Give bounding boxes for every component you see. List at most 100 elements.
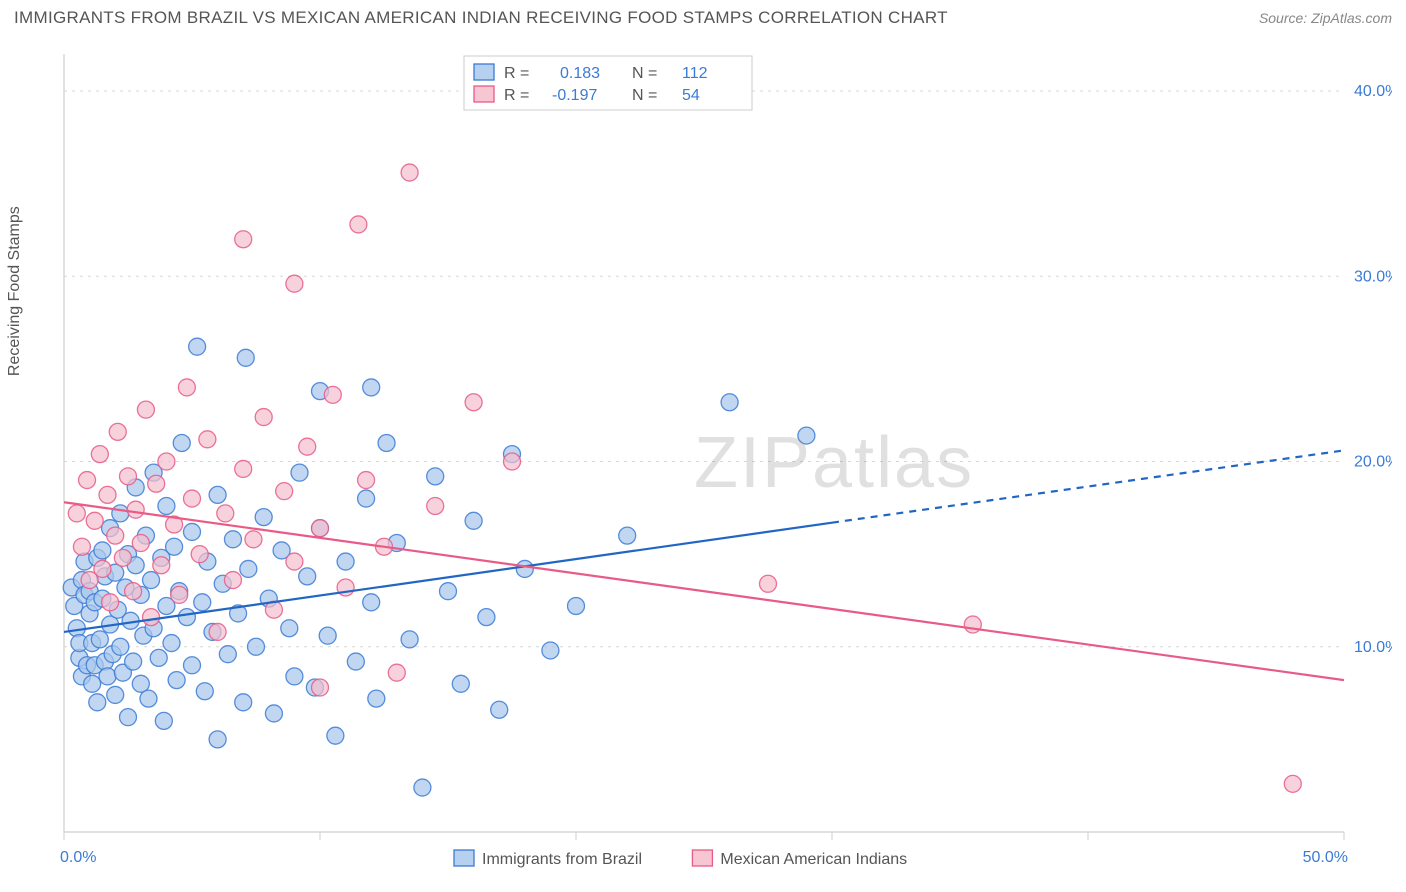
svg-text:N =: N = <box>632 87 657 104</box>
scatter-point-mexican <box>276 483 293 500</box>
trend-line-brazil <box>64 523 832 632</box>
scatter-point-mexican <box>148 475 165 492</box>
scatter-point-mexican <box>209 623 226 640</box>
scatter-point-brazil <box>168 672 185 689</box>
scatter-point-brazil <box>798 427 815 444</box>
scatter-point-brazil <box>378 435 395 452</box>
legend-swatch <box>692 850 712 866</box>
scatter-point-brazil <box>368 690 385 707</box>
svg-text:112: 112 <box>682 65 708 82</box>
scatter-point-brazil <box>414 779 431 796</box>
svg-text:50.0%: 50.0% <box>1303 849 1348 866</box>
svg-text:54: 54 <box>682 87 700 104</box>
scatter-point-mexican <box>312 520 329 537</box>
scatter-point-mexican <box>184 490 201 507</box>
scatter-point-mexican <box>109 423 126 440</box>
scatter-point-mexican <box>99 486 116 503</box>
scatter-point-brazil <box>516 560 533 577</box>
scatter-point-brazil <box>219 646 236 663</box>
scatter-point-brazil <box>248 638 265 655</box>
scatter-point-mexican <box>286 553 303 570</box>
scatter-point-mexican <box>153 557 170 574</box>
scatter-point-mexican <box>235 231 252 248</box>
scatter-point-mexican <box>120 468 137 485</box>
scatter-chart: 10.0%20.0%30.0%40.0%0.0%50.0%R =0.183N =… <box>14 42 1392 880</box>
scatter-point-mexican <box>68 505 85 522</box>
legend-swatch <box>454 850 474 866</box>
scatter-point-mexican <box>143 609 160 626</box>
scatter-point-brazil <box>173 435 190 452</box>
scatter-point-mexican <box>964 616 981 633</box>
scatter-point-brazil <box>721 394 738 411</box>
chart-title: IMMIGRANTS FROM BRAZIL VS MEXICAN AMERIC… <box>14 8 948 28</box>
scatter-point-mexican <box>102 594 119 611</box>
chart-container: Receiving Food Stamps ZIPatlas 10.0%20.0… <box>14 42 1392 880</box>
svg-text:-0.197: -0.197 <box>552 87 597 104</box>
scatter-point-brazil <box>542 642 559 659</box>
scatter-point-mexican <box>107 527 124 544</box>
scatter-point-mexican <box>235 460 252 477</box>
scatter-point-brazil <box>291 464 308 481</box>
scatter-point-brazil <box>255 509 272 526</box>
scatter-point-brazil <box>281 620 298 637</box>
scatter-point-mexican <box>286 275 303 292</box>
scatter-point-brazil <box>363 379 380 396</box>
chart-source: Source: ZipAtlas.com <box>1259 10 1392 26</box>
scatter-point-brazil <box>166 538 183 555</box>
scatter-point-brazil <box>337 553 354 570</box>
scatter-point-brazil <box>465 512 482 529</box>
scatter-point-mexican <box>132 535 149 552</box>
scatter-point-mexican <box>245 531 262 548</box>
scatter-point-mexican <box>312 679 329 696</box>
scatter-point-brazil <box>237 349 254 366</box>
scatter-point-mexican <box>73 538 90 555</box>
scatter-point-brazil <box>112 638 129 655</box>
scatter-point-brazil <box>196 683 213 700</box>
scatter-point-brazil <box>286 668 303 685</box>
scatter-point-brazil <box>452 675 469 692</box>
scatter-point-brazil <box>265 705 282 722</box>
scatter-point-brazil <box>299 568 316 585</box>
svg-text:20.0%: 20.0% <box>1354 454 1392 471</box>
scatter-point-mexican <box>91 446 108 463</box>
scatter-point-mexican <box>114 549 131 566</box>
scatter-point-mexican <box>217 505 234 522</box>
scatter-point-brazil <box>155 712 172 729</box>
scatter-point-brazil <box>209 486 226 503</box>
scatter-point-brazil <box>240 560 257 577</box>
svg-text:0.0%: 0.0% <box>60 849 96 866</box>
svg-text:30.0%: 30.0% <box>1354 268 1392 285</box>
scatter-point-mexican <box>79 472 96 489</box>
scatter-point-mexican <box>504 453 521 470</box>
svg-text:R =: R = <box>504 87 529 104</box>
scatter-point-brazil <box>427 468 444 485</box>
scatter-point-mexican <box>760 575 777 592</box>
scatter-point-brazil <box>150 649 167 666</box>
scatter-point-brazil <box>89 694 106 711</box>
legend-swatch-brazil <box>474 64 494 80</box>
legend-label: Mexican American Indians <box>720 851 907 868</box>
scatter-point-mexican <box>178 379 195 396</box>
scatter-point-brazil <box>94 542 111 559</box>
scatter-point-brazil <box>224 531 241 548</box>
scatter-point-brazil <box>158 497 175 514</box>
svg-text:N =: N = <box>632 65 657 82</box>
svg-text:10.0%: 10.0% <box>1354 639 1392 656</box>
scatter-point-mexican <box>465 394 482 411</box>
legend-label: Immigrants from Brazil <box>482 851 642 868</box>
scatter-point-brazil <box>568 598 585 615</box>
scatter-point-mexican <box>358 472 375 489</box>
scatter-point-brazil <box>478 609 495 626</box>
scatter-point-brazil <box>194 594 211 611</box>
scatter-point-mexican <box>224 572 241 589</box>
scatter-point-brazil <box>143 572 160 589</box>
scatter-point-brazil <box>209 731 226 748</box>
scatter-point-mexican <box>199 431 216 448</box>
scatter-point-mexican <box>427 497 444 514</box>
scatter-point-mexican <box>299 438 316 455</box>
scatter-point-brazil <box>401 631 418 648</box>
scatter-point-mexican <box>127 501 144 518</box>
scatter-point-brazil <box>235 694 252 711</box>
scatter-point-mexican <box>324 386 341 403</box>
scatter-point-brazil <box>120 709 137 726</box>
